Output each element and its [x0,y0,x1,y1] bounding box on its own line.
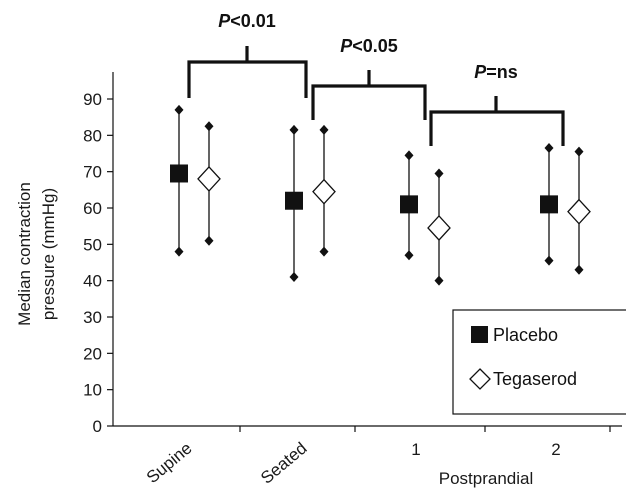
significance-bracket [429,110,565,146]
significance-label-p: P [218,11,231,31]
error-cap [404,250,414,261]
significance-label: P<0.01 [218,11,276,31]
error-cap [204,235,214,246]
legend: Placebo Tegaserod [452,309,626,415]
y-tick-label: 0 [93,417,102,436]
error-cap [319,246,329,257]
error-cap [319,124,329,135]
x-tick-label: 2 [551,440,560,459]
legend-marker-tegaserod [469,368,491,390]
y-tick-label: 50 [83,235,102,254]
x-tick-label: Supine [143,439,196,488]
error-cap [574,264,584,275]
significance-brackets: P<0.01P<0.05P=ns [187,11,565,146]
error-cap [544,143,554,154]
significance-label: P<0.05 [340,36,398,56]
series-layer [170,104,591,286]
series-placebo [170,104,558,283]
x-tick-label: 1 [411,440,420,459]
significance-bracket [187,60,308,98]
y-tick-label: 80 [83,126,102,145]
y-axis-label: Median contraction [15,182,34,326]
significance-label: P=ns [474,62,518,82]
significance-bracket [311,84,427,120]
error-cap [544,255,554,266]
data-point [170,164,188,183]
axes: 0 10 20 30 40 50 60 70 80 90 Supine Seated 1 2 Postpra… [83,72,622,488]
series-tegaserod [197,121,591,286]
y-tick-label: 90 [83,90,102,109]
legend-label-tegaserod: Tegaserod [493,369,577,389]
significance-label-value: =ns [486,62,518,82]
error-cap [289,124,299,135]
error-cap [434,275,444,286]
y-axis-label: pressure (mmHg) [39,188,58,320]
y-tick-label: 10 [83,381,102,400]
error-cap [574,146,584,157]
y-tick-label: 30 [83,308,102,327]
significance-label-p: P [474,62,487,82]
error-cap [174,104,184,115]
error-cap [204,121,214,132]
significance-label-value: <0.05 [352,36,398,56]
y-axis-title: Median contraction pressure (mmHg) [15,182,58,326]
y-tick-label: 40 [83,272,102,291]
data-point [285,191,303,210]
x-axis-label: Postprandial [439,469,534,488]
error-cap [404,150,414,161]
significance-label-value: <0.01 [230,11,276,31]
y-tick-label: 70 [83,163,102,182]
data-point [567,198,591,225]
error-cap [434,168,444,179]
significance-label-p: P [340,36,353,56]
data-point [400,195,418,214]
legend-marker-placebo [471,326,488,343]
x-tick-label: Seated [257,439,310,488]
error-cap [174,246,184,257]
y-tick-label: 20 [83,344,102,363]
legend-label-placebo: Placebo [493,325,558,345]
data-point [540,195,558,214]
error-cap [289,272,299,283]
data-point [312,178,336,205]
y-tick-label: 60 [83,199,102,218]
data-point [427,215,451,241]
data-point [197,165,221,192]
